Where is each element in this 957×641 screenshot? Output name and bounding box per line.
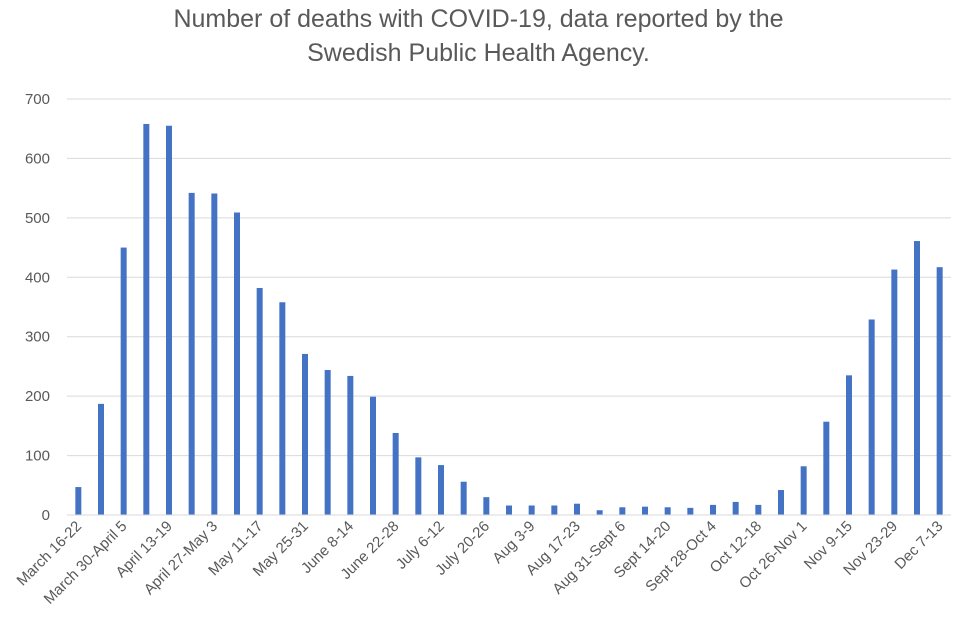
bar <box>211 193 218 515</box>
bar <box>664 507 671 515</box>
bar <box>687 507 694 515</box>
bars <box>75 123 943 516</box>
bar <box>256 287 263 515</box>
y-tick-label: 400 <box>25 269 50 286</box>
bar <box>710 504 716 515</box>
y-tick-label: 700 <box>25 91 50 108</box>
bar <box>755 504 762 515</box>
bar <box>415 457 422 515</box>
bar <box>188 192 195 515</box>
bar <box>483 497 490 515</box>
bar <box>438 465 444 515</box>
chart-title-line-1: Number of deaths with COVID-19, data rep… <box>173 5 784 33</box>
y-tick-label: 600 <box>25 150 50 167</box>
y-tick-label: 200 <box>25 388 50 405</box>
bar <box>279 302 286 515</box>
y-tick-label: 300 <box>25 329 50 346</box>
bar <box>324 369 331 515</box>
bar <box>732 501 739 515</box>
bar <box>75 487 82 515</box>
bar <box>914 241 920 515</box>
bar <box>528 505 535 515</box>
bar <box>936 267 943 515</box>
bar <box>120 247 127 516</box>
y-axis-ticks: 0 100 200 300 400 500 600 700 <box>25 91 50 524</box>
bar <box>596 510 603 515</box>
bar <box>392 432 399 515</box>
bar <box>868 319 875 515</box>
x-tick-label: March 30-April 5 <box>41 518 131 608</box>
chart-title: Number of deaths with COVID-19, data rep… <box>0 2 957 70</box>
bar <box>460 481 467 515</box>
x-tick-label: Dec 7-13 <box>891 518 946 573</box>
bar <box>551 505 558 515</box>
bar <box>143 123 150 516</box>
y-tick-label: 100 <box>25 448 50 465</box>
y-tick-label: 0 <box>42 507 50 524</box>
chart-title-line-2: Swedish Public Health Agency. <box>307 39 650 67</box>
bar <box>642 506 648 515</box>
y-tick-label: 500 <box>25 210 50 227</box>
bar <box>234 212 240 515</box>
bar <box>800 466 807 515</box>
bar <box>823 421 830 515</box>
bar <box>370 396 376 515</box>
bar <box>574 503 580 515</box>
bar <box>619 507 626 515</box>
bar <box>347 375 354 515</box>
bar <box>891 269 898 515</box>
bar <box>166 125 172 515</box>
bar <box>506 505 512 515</box>
bar <box>302 353 308 515</box>
bar <box>98 403 104 515</box>
gridlines <box>67 98 951 457</box>
bar <box>778 490 784 515</box>
bar <box>846 375 852 515</box>
